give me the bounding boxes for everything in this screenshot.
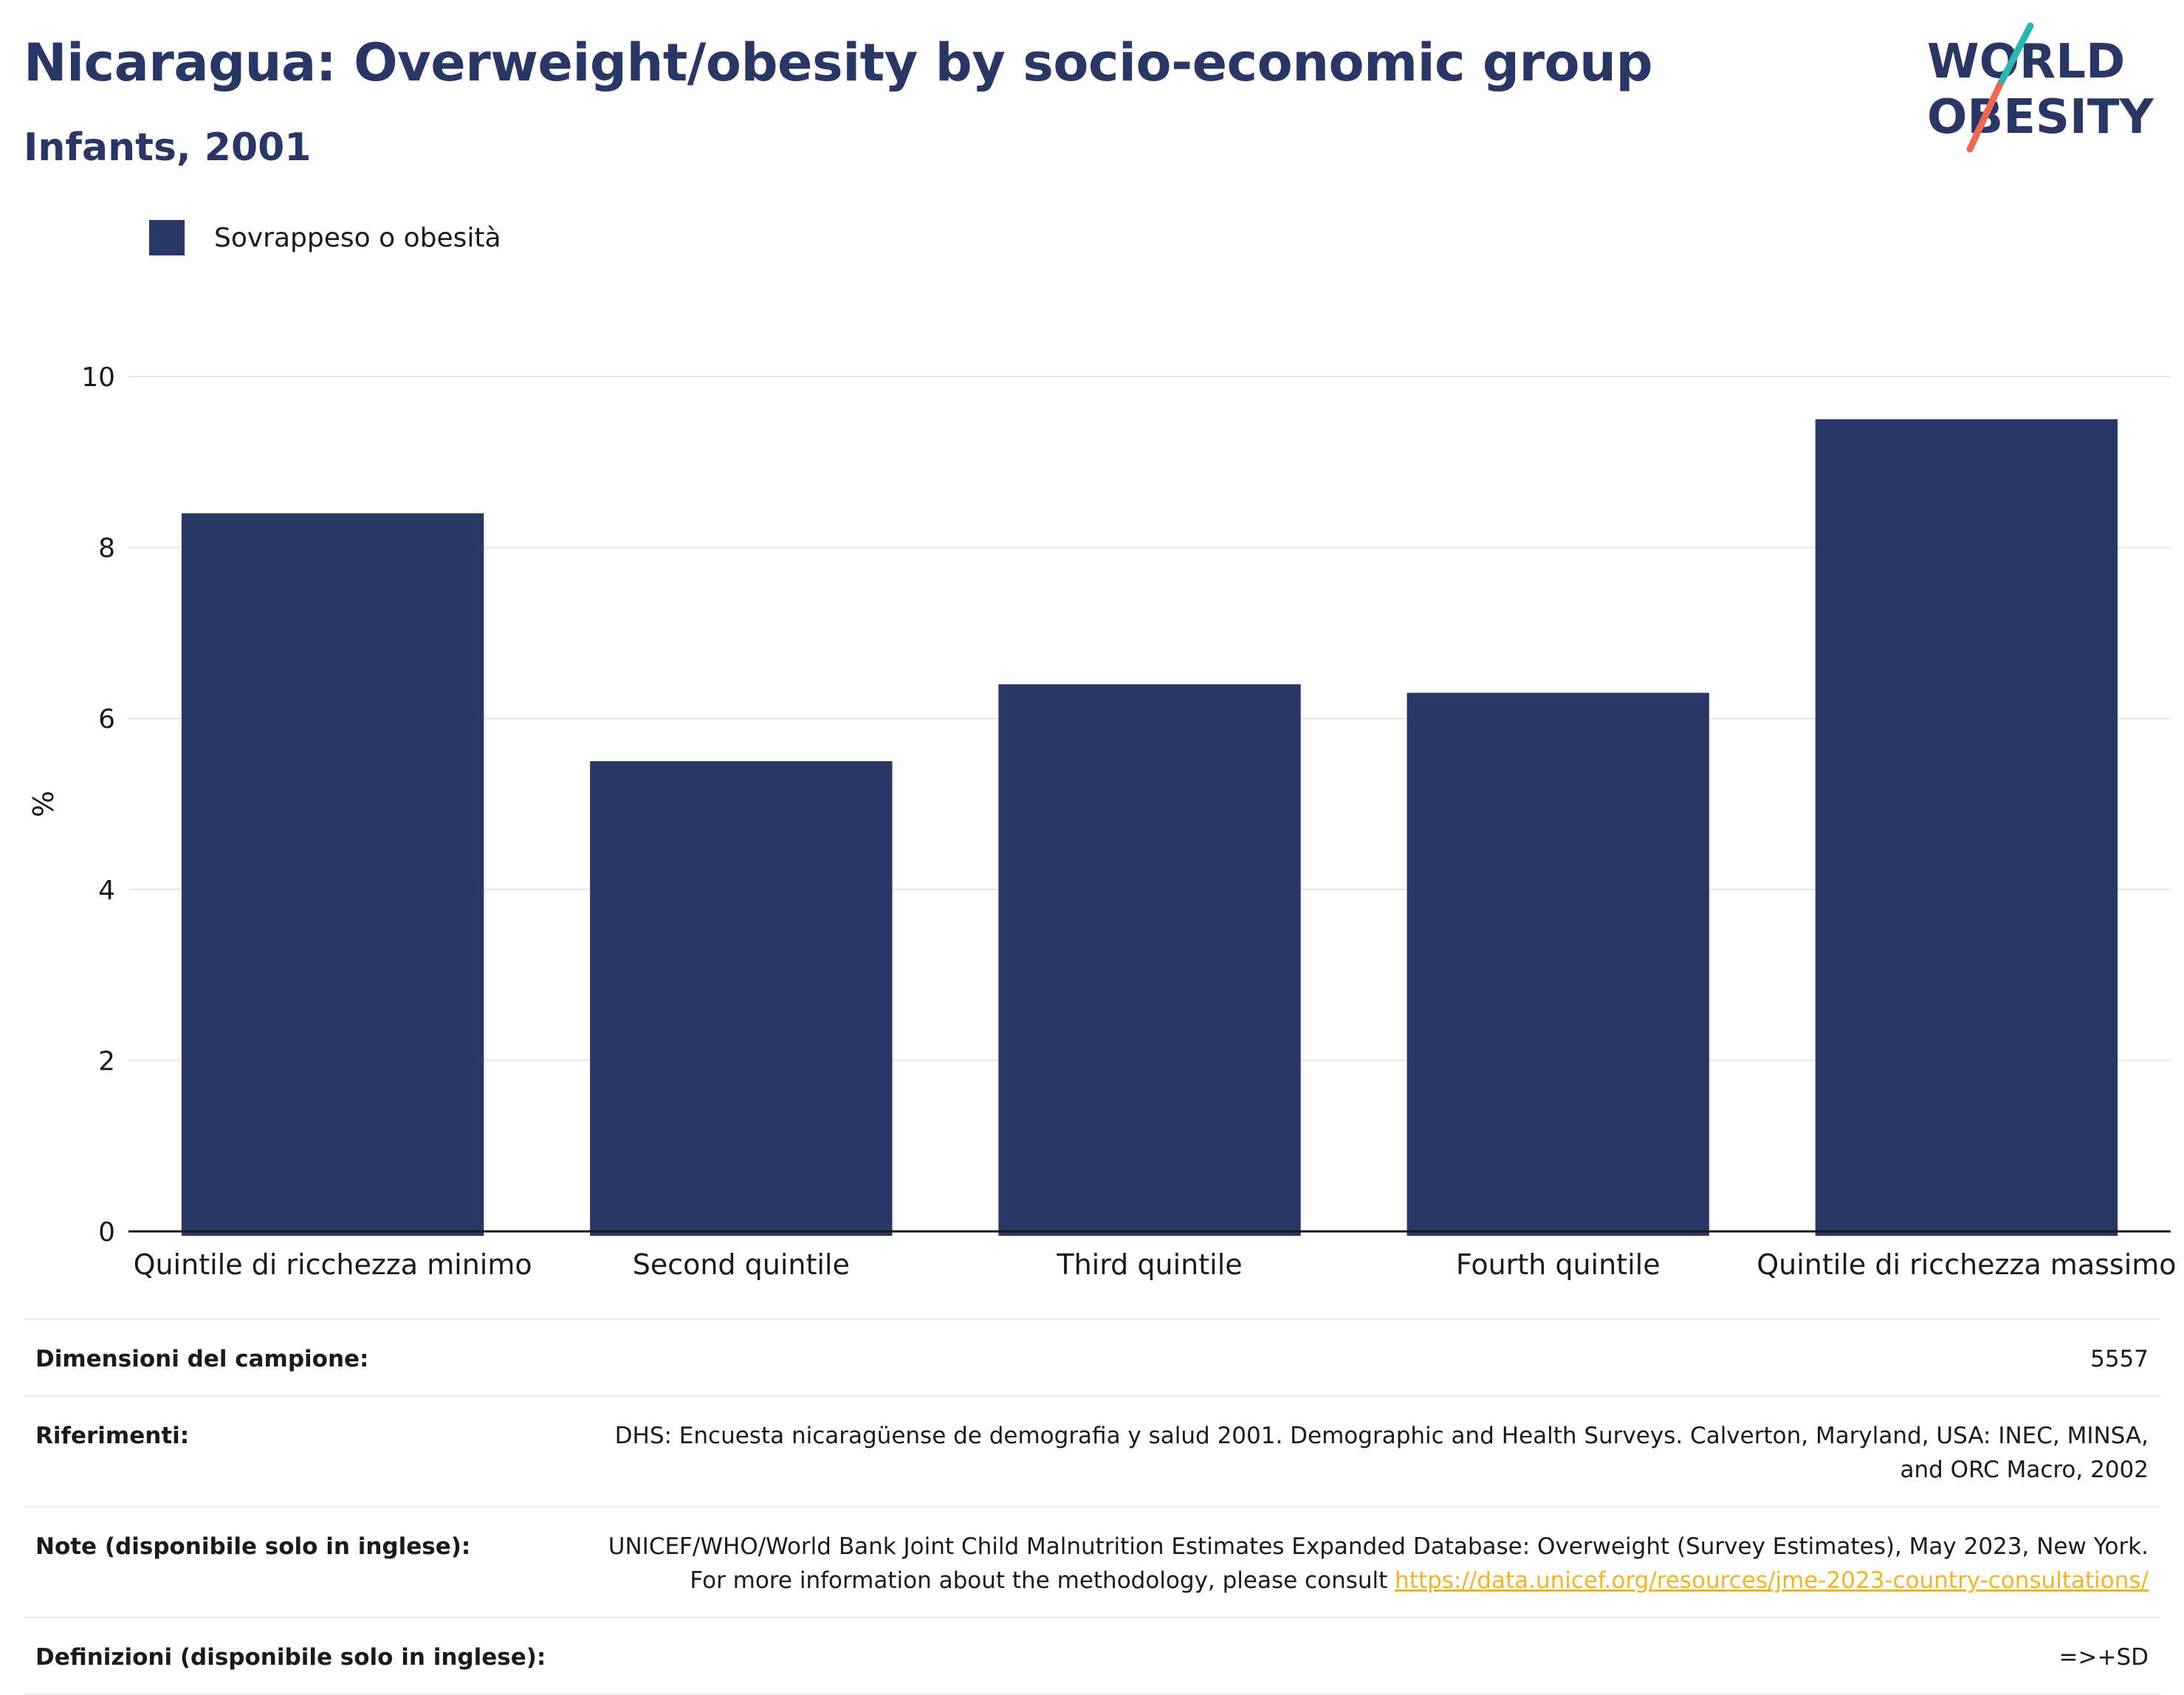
- x-tick-label: Fourth quintile: [1456, 1248, 1661, 1281]
- info-value: DHS: Encuesta nicaragüense de demografia…: [614, 1423, 2149, 1483]
- bar: [998, 684, 1301, 1236]
- info-label: Riferimenti:: [35, 1423, 190, 1449]
- legend[interactable]: Sovrappeso o obesità: [149, 220, 501, 255]
- info-label: Dimensioni del campione:: [35, 1346, 369, 1372]
- info-label: Note (disponibile solo in inglese):: [35, 1533, 471, 1560]
- bar: [590, 761, 893, 1236]
- info-table: Dimensioni del campione: 5557 Riferiment…: [24, 1318, 2160, 1695]
- info-note-text: UNICEF/WHO/World Bank Joint Child Malnut…: [608, 1533, 2149, 1594]
- info-value: UNICEF/WHO/World Bank Joint Child Malnut…: [598, 1530, 2149, 1598]
- x-tick-label: Quintile di ricchezza massimo: [1757, 1248, 2176, 1281]
- methodology-link[interactable]: https://data.unicef.org/resources/jme-20…: [1395, 1567, 2149, 1594]
- legend-swatch: [149, 220, 185, 255]
- x-tick-label: Third quintile: [1056, 1248, 1242, 1281]
- logo-line-2: OBESITY: [1927, 90, 2154, 145]
- y-axis-title: %: [27, 791, 60, 817]
- chart-subtitle: Infants, 2001: [24, 126, 312, 170]
- y-tick-label: 0: [98, 1217, 115, 1248]
- logo-slash-teal: [1996, 22, 2034, 89]
- bars: [181, 419, 2118, 1236]
- bar-chart: 0 2 4 6 8 10 Quintile di ricchezza minimo Secon…: [27, 362, 2177, 1281]
- logo-line-1: WORLD: [1927, 35, 2125, 89]
- info-label: Definizioni (disponibile solo in inglese…: [35, 1644, 546, 1671]
- y-tick-label: 2: [98, 1046, 115, 1076]
- info-value: =>+SD: [2058, 1644, 2149, 1671]
- chart-title: Nicaragua: Overweight/obesity by socio-e…: [24, 32, 1653, 93]
- bar: [181, 513, 484, 1236]
- bar: [1815, 419, 2118, 1236]
- y-tick-label: 8: [98, 534, 115, 564]
- y-tick-label: 6: [98, 704, 115, 735]
- info-value: 5557: [2090, 1346, 2149, 1372]
- x-tick-label: Second quintile: [633, 1248, 850, 1281]
- info-row-notes: Note (disponibile solo in inglese): UNIC…: [24, 1507, 2160, 1618]
- world-obesity-logo: WORLD OBESITY: [1927, 22, 2154, 153]
- info-row-references: Riferimenti: DHS: Encuesta nicaragüense …: [24, 1397, 2160, 1507]
- y-tick-label: 10: [81, 362, 115, 393]
- info-row-definitions: Definizioni (disponibile solo in inglese…: [24, 1618, 2160, 1695]
- logo-slash-coral: [1966, 82, 2003, 153]
- info-row-sample-size: Dimensioni del campione: 5557: [24, 1320, 2160, 1397]
- legend-label: Sovrappeso o obesità: [214, 222, 501, 253]
- y-tick-label: 4: [98, 876, 115, 906]
- bar: [1407, 692, 1709, 1236]
- labels: 0 2 4 6 8 10 Quintile di ricchezza minimo Secon…: [27, 362, 2177, 1281]
- x-tick-label: Quintile di ricchezza minimo: [134, 1248, 532, 1281]
